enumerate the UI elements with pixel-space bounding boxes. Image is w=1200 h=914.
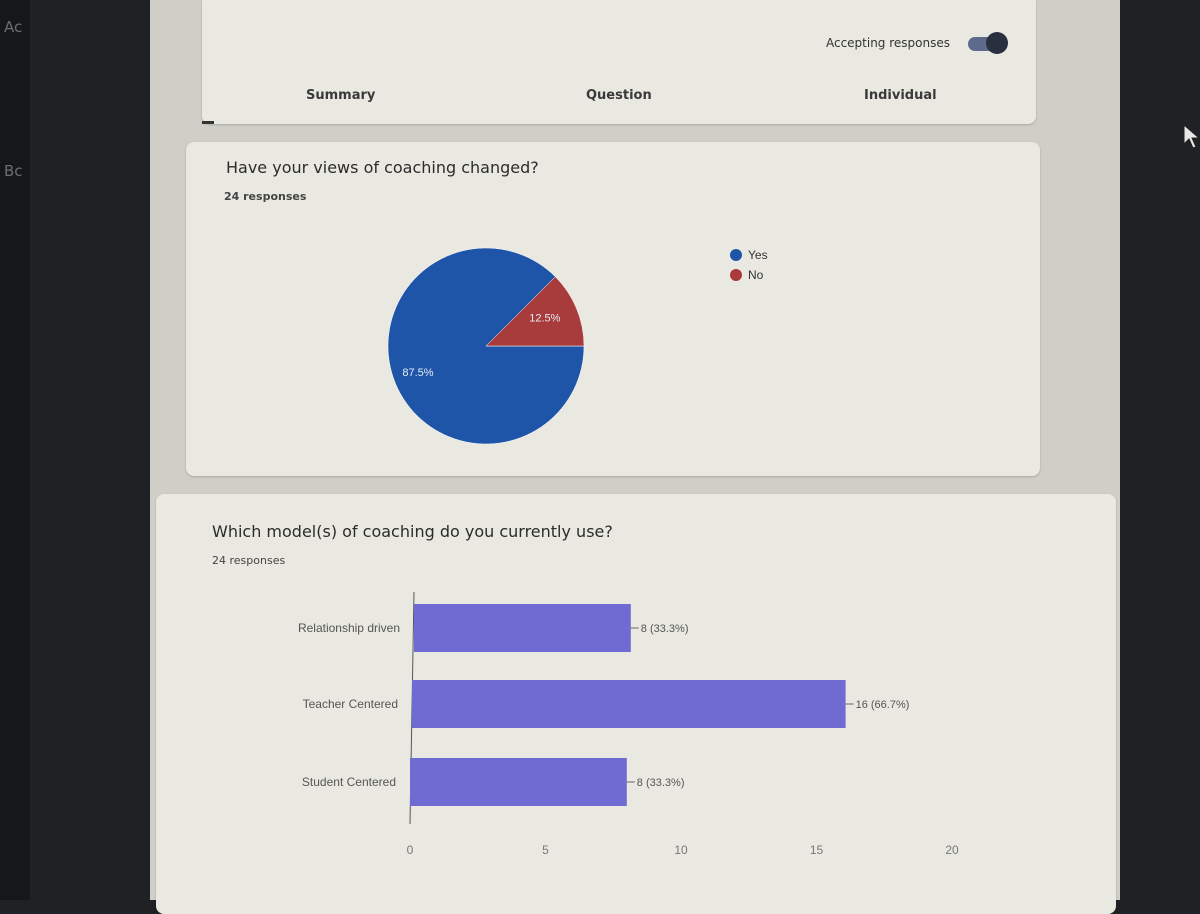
response-count: 24 responses <box>212 554 286 567</box>
desktop-side-label: Bc <box>4 162 23 180</box>
accepting-responses-label: Accepting responses <box>825 36 950 50</box>
legend-dot <box>730 249 742 261</box>
pie-slice-label: 12.5% <box>529 313 560 325</box>
tab-summary[interactable]: Summary <box>306 88 376 103</box>
legend-dot <box>730 269 742 281</box>
legend-label: No <box>748 268 764 282</box>
value-label: 8 (33.3%) <box>641 623 689 635</box>
bar-teacher-centered <box>412 680 846 728</box>
tab-question[interactable]: Question <box>586 88 652 103</box>
responses-header: Accepting responses Summary Question Ind… <box>202 0 1036 124</box>
mouse-cursor-icon <box>1183 124 1200 149</box>
question-card-coaching-models: Which model(s) of coaching do you curren… <box>156 494 1116 914</box>
bar-chart: Relationship driven 8 (33.3%) Teacher Cent… <box>298 591 959 857</box>
x-tick-label: 5 <box>542 843 549 857</box>
value-label: 16 (66.7%) <box>856 699 910 711</box>
response-count: 24 responses <box>224 190 307 203</box>
x-tick-label: 20 <box>945 843 959 857</box>
legend-item-no: No <box>730 268 763 282</box>
desktop-side-label: Ac <box>4 18 23 36</box>
toggle-knob <box>986 32 1008 54</box>
value-label: 8 (33.3%) <box>637 777 685 789</box>
question-card-views-changed: Have your views of coaching changed? 24 … <box>186 142 1040 476</box>
tab-individual[interactable]: Individual <box>864 88 937 103</box>
active-tab-indicator <box>202 121 214 124</box>
pie-slice-no <box>485 276 585 347</box>
bar-student-centered <box>410 758 627 806</box>
question-title: Which model(s) of coaching do you curren… <box>212 522 613 541</box>
legend-label: Yes <box>748 248 768 262</box>
bar-relationship-driven <box>414 604 631 652</box>
pie-chart: 87.5% 12.5% <box>387 247 585 445</box>
legend-item-yes: Yes <box>730 248 768 262</box>
accepting-responses-toggle[interactable] <box>968 32 1008 54</box>
category-label: Teacher Centered <box>303 697 398 711</box>
x-tick-label: 15 <box>810 843 824 857</box>
x-tick-label: 10 <box>674 843 688 857</box>
pie-slice-label: 87.5% <box>402 367 433 379</box>
category-label: Student Centered <box>302 775 396 789</box>
forms-responses-screen: Accepting responses Summary Question Ind… <box>150 0 1120 914</box>
category-label: Relationship driven <box>298 621 400 635</box>
x-tick-label: 0 <box>407 843 414 857</box>
question-title: Have your views of coaching changed? <box>226 158 539 177</box>
desktop-left-strip <box>0 0 30 900</box>
